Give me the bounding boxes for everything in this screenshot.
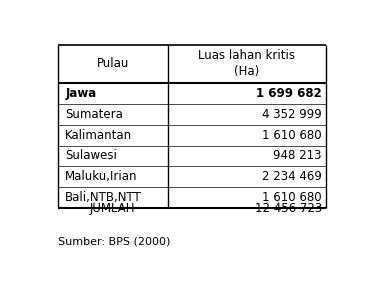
- Text: Sulawesi: Sulawesi: [65, 149, 117, 162]
- Text: 12 456 723: 12 456 723: [254, 202, 322, 215]
- Text: Jawa: Jawa: [65, 87, 96, 100]
- Text: 2 234 469: 2 234 469: [262, 170, 322, 183]
- Text: Maluku,Irian: Maluku,Irian: [65, 170, 138, 183]
- Text: Kalimantan: Kalimantan: [65, 129, 132, 142]
- Text: 1 610 680: 1 610 680: [262, 129, 322, 142]
- Text: JUMLAH: JUMLAH: [90, 202, 135, 215]
- Text: 948 213: 948 213: [273, 149, 322, 162]
- Text: Luas lahan kritis
(Ha): Luas lahan kritis (Ha): [198, 49, 295, 78]
- Text: 4 352 999: 4 352 999: [262, 108, 322, 121]
- Text: 1 610 680: 1 610 680: [262, 191, 322, 204]
- Text: Sumber: BPS (2000): Sumber: BPS (2000): [58, 237, 170, 247]
- Text: Sumatera: Sumatera: [65, 108, 123, 121]
- Text: 1 699 682: 1 699 682: [256, 87, 322, 100]
- Text: Pulau: Pulau: [97, 57, 129, 70]
- Text: Bali,NTB,NTT: Bali,NTB,NTT: [65, 191, 142, 204]
